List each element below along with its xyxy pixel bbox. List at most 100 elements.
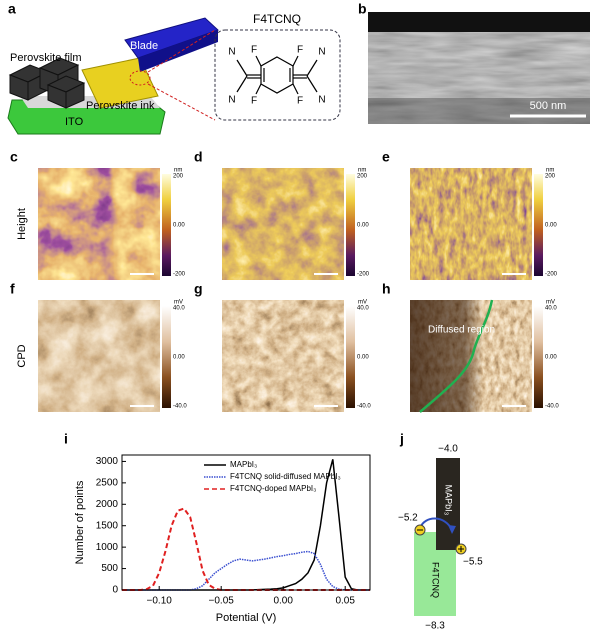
zoom-line [147,83,216,121]
zoom-circle [129,70,151,86]
panel-a: a Blade Perovskite film Perovskite ink I… [7,1,341,135]
ito-label: ITO [65,116,84,128]
colorbar-tick: 0.00 [545,355,557,361]
annotation: Diffused region [428,325,495,336]
colorbar-tick: -40.0 [173,404,187,410]
x-tick-label: −0.05 [209,596,235,607]
colorbar-unit: mV [174,300,183,306]
material-label: F4TCNQ [431,562,441,598]
atom: F [297,45,303,56]
colorbar-tick: -200 [545,272,558,278]
panel-i: i 0 500 1000 1500 2000 2500 3000 −0.10 −0.05 0.00… [64,431,371,624]
colorbar [346,174,355,276]
colorbar-tick: -200 [173,272,186,278]
blade-label: Blade [130,40,158,52]
colorbar-tick: 0.00 [173,223,185,229]
colorbar-unit: nm [174,168,182,174]
film-blocks [8,57,86,109]
boundary [419,299,494,413]
colorbar-unit: mV [358,300,367,306]
atom: N [228,47,235,58]
afm-image [410,168,532,280]
panel-b: b 500 nm [358,1,590,124]
colorbar-tick: 0.00 [357,223,369,229]
colorbar-unit: nm [358,168,366,174]
colorbar-tick: -40.0 [357,404,371,410]
atom: N [228,95,235,106]
y-tick-label: 3000 [96,456,119,467]
atom: F [297,96,303,107]
ink-label: Perovskite ink [86,100,155,112]
zoom-line [147,29,216,73]
colorbar-tick: 40.0 [173,306,185,312]
y-tick-label: 500 [101,563,118,574]
row-label: Height [16,208,28,240]
panel-label: e [382,149,390,165]
mapbi3-band [436,458,460,550]
arrowhead [448,525,456,534]
legend-label: F4TCNQ-doped MAPbI₃ [230,484,316,493]
panel-label: c [10,149,18,165]
colorbar [534,306,543,408]
colorbar-tick: -200 [357,272,370,278]
series-line [122,507,370,591]
x-tick-label: 0.00 [273,596,293,607]
colorbar [162,174,171,276]
afm-image [222,300,344,412]
afm-maps: cnm2000.00-200Heightdnm2000.00-200enm200… [10,149,559,412]
energy-level: −5.2 [398,513,418,524]
panel-label: i [64,431,68,447]
blade-side [138,30,218,72]
y-tick-label: 1500 [96,520,119,531]
colorbar-unit: mV [546,300,555,306]
plot-frame [121,454,371,591]
panel-label: d [194,149,203,165]
panel-label: j [399,431,404,447]
panel-label: h [382,281,391,297]
x-axis-label: Potential (V) [216,612,277,624]
y-tick-label: 2500 [96,477,119,488]
colorbar-tick: 200 [357,174,368,180]
colorbar-tick: 200 [173,174,184,180]
afm-image [38,168,160,280]
y-tick-label: 0 [112,585,118,596]
panel-j: j MAPbI₃ F4TCNQ −4.0 −5.2 −5.5 −8.3 [398,431,483,632]
atom: N [318,95,325,106]
sem-top [368,12,590,32]
legend-label: F4TCNQ solid-diffused MAPbI₃ [230,472,341,481]
panel-label: b [358,1,367,17]
atom: F [251,45,257,56]
sem-substrate [368,98,590,124]
colorbar-tick: 40.0 [545,306,557,312]
molecule-bonds [236,55,318,95]
afm-image [222,168,344,280]
colorbar [162,306,171,408]
molecule-name: F4TCNQ [253,12,301,26]
atom: F [251,96,257,107]
panel-label: a [8,1,16,17]
colorbar-tick: 40.0 [357,306,369,312]
colorbar-unit: nm [546,168,554,174]
colorbar [534,174,543,276]
afm-image [38,300,160,412]
energy-level: −5.5 [463,557,483,568]
panel-label: f [10,281,15,297]
molecule-box [214,29,341,121]
colorbar-tick: 200 [545,174,556,180]
colorbar-tick: -40.0 [545,404,559,410]
row-label: CPD [16,344,28,367]
colorbar-tick: 0.00 [173,355,185,361]
y-axis-label: Number of points [74,480,86,564]
energy-level: −8.3 [425,621,445,632]
panel-label: g [194,281,203,297]
material-label: MAPbI₃ [444,485,454,516]
legend-label: MAPbI₃ [230,460,257,469]
scale-bar-label: 500 nm [530,100,567,112]
film-label: Perovskite film [10,52,82,64]
energy-level: −4.0 [438,444,458,455]
colorbar-tick: 0.00 [545,223,557,229]
colorbar [346,306,355,408]
y-tick-label: 2000 [96,499,119,510]
panel-h-overlay: Diffused region [410,299,532,413]
